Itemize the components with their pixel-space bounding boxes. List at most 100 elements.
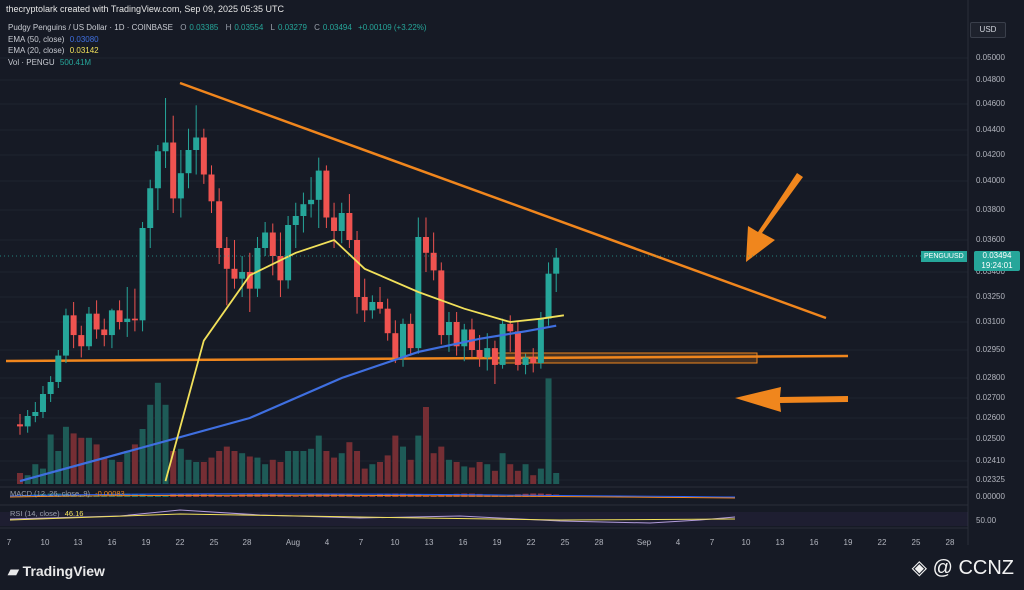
time-tick-label: 13	[74, 538, 83, 547]
macd-histogram-bar	[361, 495, 368, 497]
time-tick-label: 25	[210, 538, 219, 547]
binance-diamond-icon: ◈	[911, 557, 928, 579]
volume-bar	[522, 464, 529, 484]
volume-bar	[323, 451, 330, 484]
tradingview-logo[interactable]: ▰ TradingView	[8, 563, 105, 580]
volume-bar	[545, 378, 552, 484]
macd-histogram-bar	[476, 493, 483, 497]
candle-body	[177, 173, 184, 199]
volume-bar	[39, 468, 46, 484]
volume-bar	[308, 448, 315, 484]
time-tick-label: 4	[325, 538, 330, 547]
rsi-line	[9, 509, 736, 524]
ohlc-high-key: H	[225, 23, 232, 32]
symbol-title[interactable]: Pudgy Penguins / US Dollar · 1D · COINBA…	[8, 23, 173, 32]
volume-bar	[231, 451, 238, 484]
candle-body	[269, 232, 276, 256]
candle-body	[530, 357, 537, 364]
volume-bar	[139, 429, 146, 484]
time-tick-label: 16	[108, 538, 117, 547]
author-line: thecryptolark created with TradingView.c…	[6, 4, 284, 14]
ohlc-close-key: C	[314, 23, 320, 32]
candle-body	[17, 424, 23, 427]
horizontal-support-line	[5, 354, 849, 363]
volume-row[interactable]: Vol · PENGU 500.41M	[8, 57, 427, 69]
volume-bar	[17, 473, 23, 484]
volume-bar	[377, 462, 384, 484]
candle-body	[300, 204, 307, 216]
candle-body	[85, 313, 92, 347]
candle-body	[254, 248, 261, 289]
candle-body	[308, 199, 315, 205]
volume-bar	[461, 466, 468, 484]
candle-body	[108, 310, 115, 336]
candle-body	[384, 308, 391, 334]
currency-button[interactable]: USD	[970, 22, 1006, 38]
volume-bar	[193, 462, 200, 484]
ohlc-open: 0.03385	[189, 23, 219, 32]
volume-bar	[553, 473, 560, 484]
candle-body	[377, 302, 384, 309]
macd-histogram-bar	[162, 495, 169, 497]
candle-body	[32, 412, 39, 416]
volume-bar	[499, 453, 506, 484]
support-zone	[5, 352, 849, 364]
candle-body	[476, 350, 483, 358]
time-tick-label: 22	[527, 538, 536, 547]
candle-body	[62, 315, 69, 356]
price-chart[interactable]: 7 10 13 16 19 22 25 28 Aug 4 7 10 13 16 19 22 25 28 Sep 4 7 1…	[0, 0, 1024, 555]
tv-logo-icon: ▰	[8, 563, 19, 579]
time-tick-label: 10	[742, 538, 751, 547]
descending-trendline	[179, 81, 827, 320]
last-price: 0.03494	[982, 251, 1012, 260]
volume-bar	[530, 475, 537, 484]
candle-body	[491, 348, 498, 365]
volume-bar	[254, 457, 261, 484]
volume-bar	[162, 404, 169, 484]
candle-body	[545, 273, 552, 319]
price-tick-label: 0.04800	[976, 75, 1005, 84]
candle-body	[55, 355, 62, 382]
volume-bar	[154, 382, 161, 484]
candle-body	[484, 348, 491, 358]
candle-body	[154, 151, 161, 189]
price-tick-label: 0.03400	[976, 267, 1005, 276]
candle-body	[277, 256, 284, 281]
ema20-line	[164, 238, 565, 482]
time-tick-label: 16	[810, 538, 819, 547]
volume-bar	[300, 451, 307, 484]
candle-body	[392, 333, 399, 358]
ema50-row[interactable]: EMA (50, close) 0.03080	[8, 34, 427, 46]
price-tick-label: 0.02950	[976, 345, 1005, 354]
candle-body	[338, 213, 345, 231]
volume-bar	[78, 437, 85, 484]
indicator-tick-label: 0.00000	[976, 492, 1005, 501]
volume-label: Vol · PENGU	[8, 57, 55, 67]
candle-body	[124, 318, 131, 322]
symbol-row[interactable]: Pudgy Penguins / US Dollar · 1D · COINBA…	[8, 22, 427, 34]
candle-body	[430, 252, 437, 271]
time-tick-label: 22	[176, 538, 185, 547]
time-tick-label: 10	[391, 538, 400, 547]
time-tick-label: 25	[912, 538, 921, 547]
candle-body	[78, 335, 85, 347]
macd-histogram-bar	[369, 495, 376, 497]
candle-body	[101, 329, 108, 336]
candle-body	[246, 272, 253, 289]
time-tick-label: 19	[493, 538, 502, 547]
rsi-row[interactable]: RSI (14, close) 46.16	[10, 509, 83, 518]
ema20-row[interactable]: EMA (20, close) 0.03142	[8, 45, 427, 57]
macd-histogram-bar	[223, 495, 230, 497]
volume-bar	[354, 451, 361, 484]
price-tick-label: 0.02410	[976, 456, 1005, 465]
volume-bar	[47, 434, 54, 484]
time-tick-label: 28	[946, 538, 955, 547]
volume-bar	[407, 459, 414, 484]
macd-row[interactable]: MACD (12, 26, close, 9) -0.00083	[10, 489, 125, 498]
volume-bar	[277, 462, 284, 484]
candle-body	[70, 315, 77, 336]
volume-bar	[55, 451, 62, 484]
time-tick-label: 7	[359, 538, 364, 547]
candle-body	[231, 268, 238, 279]
